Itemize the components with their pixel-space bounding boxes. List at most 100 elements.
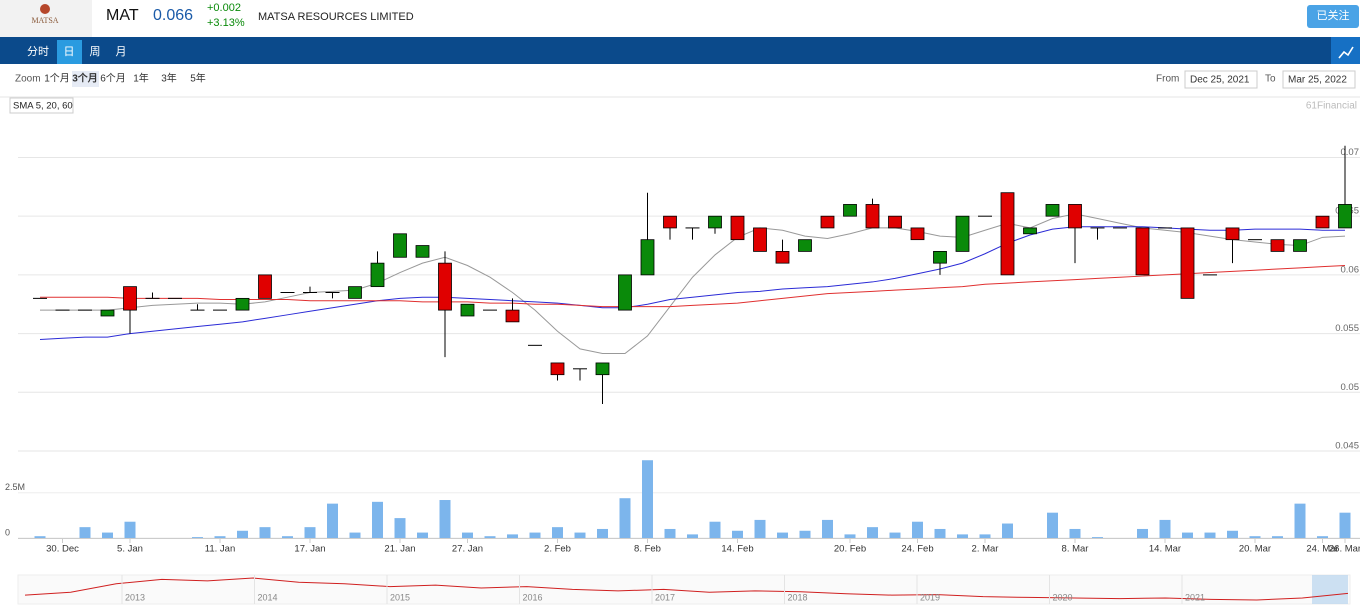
y-tick-label: 0.07 [1341, 147, 1360, 158]
x-tick-label: 8. Feb [634, 544, 661, 555]
navigator-line [24, 577, 1349, 601]
candle-body [1180, 227, 1195, 299]
navigator-year: 2018 [788, 592, 808, 602]
volume-bar [507, 534, 518, 538]
range-button[interactable]: 5年 [190, 72, 206, 85]
volume-bar [1182, 532, 1193, 538]
candle-body [550, 362, 565, 376]
candle-body [1225, 227, 1240, 241]
logo-icon [40, 4, 50, 14]
to-date[interactable]: Mar 25, 2022 [1288, 75, 1347, 86]
from-label: From [1156, 74, 1179, 85]
sma-line [39, 226, 1345, 340]
volume-bar [979, 534, 991, 538]
candle-body [730, 215, 745, 241]
range-button[interactable]: 6个月 [100, 73, 126, 85]
volume-bar [754, 519, 766, 538]
candle-body [1000, 192, 1015, 276]
volume-bar [462, 532, 473, 538]
follow-button[interactable] [1307, 5, 1359, 28]
candle-body [370, 262, 385, 288]
candle-body [1315, 215, 1330, 229]
navigator-year: 2015 [390, 592, 410, 602]
volume-bar [889, 532, 901, 538]
volume-bar [79, 527, 91, 538]
x-tick-label: 26. Mar [1329, 544, 1360, 555]
x-tick-label: 8. Mar [1062, 544, 1089, 555]
legend: SMA 5, 20, 60 [13, 101, 73, 112]
legend-box [9, 97, 74, 114]
volume-bar [732, 530, 743, 538]
volume-bar [574, 532, 586, 538]
range-button[interactable]: 1个月 [44, 73, 70, 85]
y-tick-label: 0.055 [1335, 323, 1359, 334]
volume-bar [259, 527, 271, 538]
range-button[interactable]: 1年 [133, 72, 149, 85]
candle-body [888, 215, 902, 229]
x-tick-label: 30. Dec [46, 544, 79, 555]
tab[interactable]: 月 [116, 46, 127, 58]
tab[interactable]: 日 [64, 46, 75, 58]
navigator-year: 2020 [1053, 592, 1073, 602]
candle-body [1338, 204, 1352, 229]
credit: 61Financial [1306, 101, 1357, 112]
volume-tick-label: 0 [5, 527, 10, 537]
navigator-selection[interactable] [1312, 575, 1348, 604]
candle-body [235, 297, 250, 311]
y-tick-label: 0.045 [1335, 441, 1359, 452]
to-input[interactable] [1282, 70, 1356, 89]
candle-body [775, 251, 790, 264]
from-input[interactable] [1184, 70, 1258, 89]
x-tick-label: 14. Feb [721, 544, 753, 555]
candle-body [865, 204, 880, 229]
candle-body [123, 286, 137, 311]
volume-bar [552, 527, 563, 538]
volume-bar [417, 532, 428, 538]
navigator-year: 2014 [258, 592, 278, 602]
volume-bar [1137, 528, 1148, 538]
volume-bar [102, 532, 113, 538]
change-pct: +3.13% [207, 17, 245, 29]
range-button[interactable]: 3个月 [72, 72, 98, 85]
candle-body [348, 286, 362, 299]
volume-bar [304, 527, 316, 538]
navigator-year: 2021 [1185, 592, 1205, 602]
volume-bar [844, 534, 856, 538]
candle-body [955, 215, 970, 252]
volume-bar [372, 501, 383, 538]
volume-bar [1002, 523, 1013, 538]
candle-body [438, 262, 452, 311]
volume-bar [214, 536, 226, 538]
volume-bar [34, 536, 46, 538]
from-date[interactable]: Dec 25, 2021 [1190, 75, 1250, 86]
volume-bar [709, 521, 721, 538]
volume-bar [642, 460, 653, 538]
volume-bar [1159, 519, 1171, 538]
volume-bar [912, 521, 923, 538]
x-tick-label: 24. Mar [1306, 544, 1338, 555]
volume-bar [777, 532, 788, 538]
volume-bar [124, 521, 136, 538]
tab[interactable]: 分时 [27, 45, 49, 58]
range-button[interactable]: 3年 [161, 72, 177, 85]
chart-icon-box[interactable] [1331, 37, 1360, 64]
navigator-year: 2017 [655, 592, 675, 602]
follow-label[interactable]: 已关注 [1317, 8, 1350, 22]
volume-bar [1339, 512, 1351, 538]
candle-body [910, 227, 925, 241]
volume-bar [1092, 537, 1103, 538]
x-tick-label: 24. Feb [901, 544, 933, 555]
tab[interactable]: 周 [90, 45, 101, 58]
x-tick-label: 11. Jan [205, 544, 235, 555]
volume-bar [1317, 536, 1328, 538]
candle-body [1270, 239, 1285, 252]
chart-icon[interactable] [1338, 46, 1354, 59]
volume-bar [1204, 532, 1216, 538]
y-tick-label: 0.05 [1341, 382, 1360, 393]
candle-body [820, 215, 835, 229]
candle-body [415, 245, 430, 258]
range-active[interactable] [72, 71, 99, 87]
sma-line [40, 264, 1346, 308]
header [0, 0, 1360, 37]
